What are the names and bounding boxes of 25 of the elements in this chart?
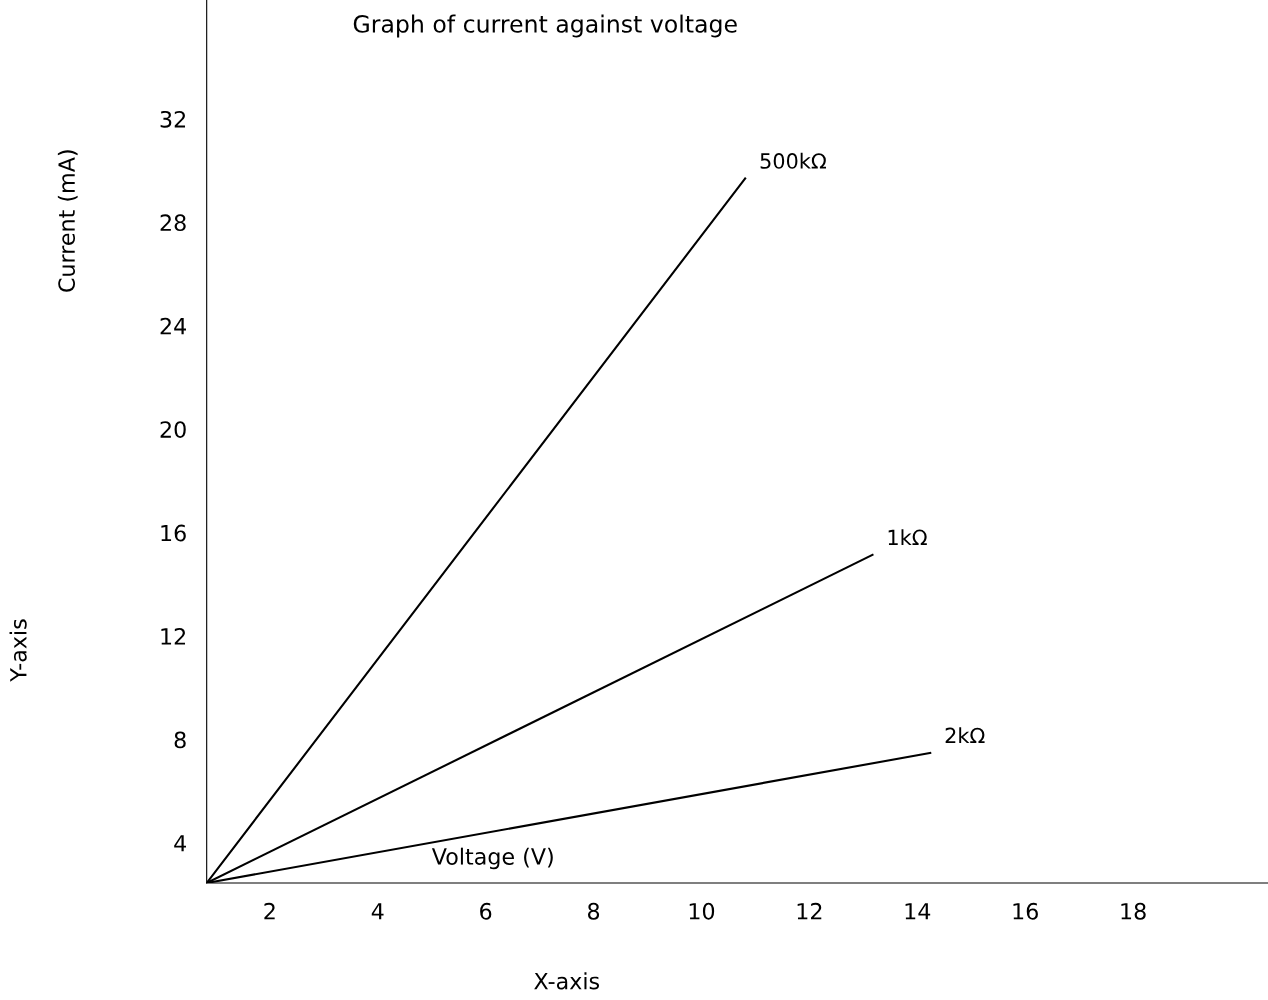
- series-label: 1kΩ: [888, 529, 927, 545]
- y-tick-label: 28: [160, 214, 186, 232]
- y-tick-label: 8: [174, 731, 186, 749]
- x-axis-title: Voltage (V): [431, 847, 553, 870]
- x-tick-label: 10: [689, 902, 715, 920]
- x-tick-label: 16: [1013, 902, 1038, 920]
- x-tick-label: 4: [371, 903, 384, 920]
- x-tick-label: 2: [264, 902, 275, 920]
- y-tick-label: 4: [174, 835, 186, 852]
- text: Y-axis: [9, 619, 27, 682]
- series-label: 2kΩ: [945, 727, 985, 744]
- x-tick-label: 8: [587, 902, 600, 920]
- x-tick-label: 12: [797, 902, 822, 920]
- text: Graph of current against voltage: [353, 14, 737, 38]
- x-tick-label: 18: [1121, 902, 1146, 920]
- y-tick-label: 24: [160, 317, 186, 335]
- y-axis-title: Current (mA): [57, 150, 78, 292]
- y-tick-label: 32: [160, 110, 186, 128]
- x-tick-label: 14: [905, 903, 931, 920]
- y-tick-label: 20: [160, 421, 186, 438]
- series-label: 500kΩ: [760, 152, 827, 169]
- y-tick-label: 12: [161, 628, 186, 645]
- x-tick-label: 6: [480, 902, 492, 920]
- y-tick-label: 16: [161, 524, 186, 542]
- text: X-axis: [534, 972, 600, 990]
